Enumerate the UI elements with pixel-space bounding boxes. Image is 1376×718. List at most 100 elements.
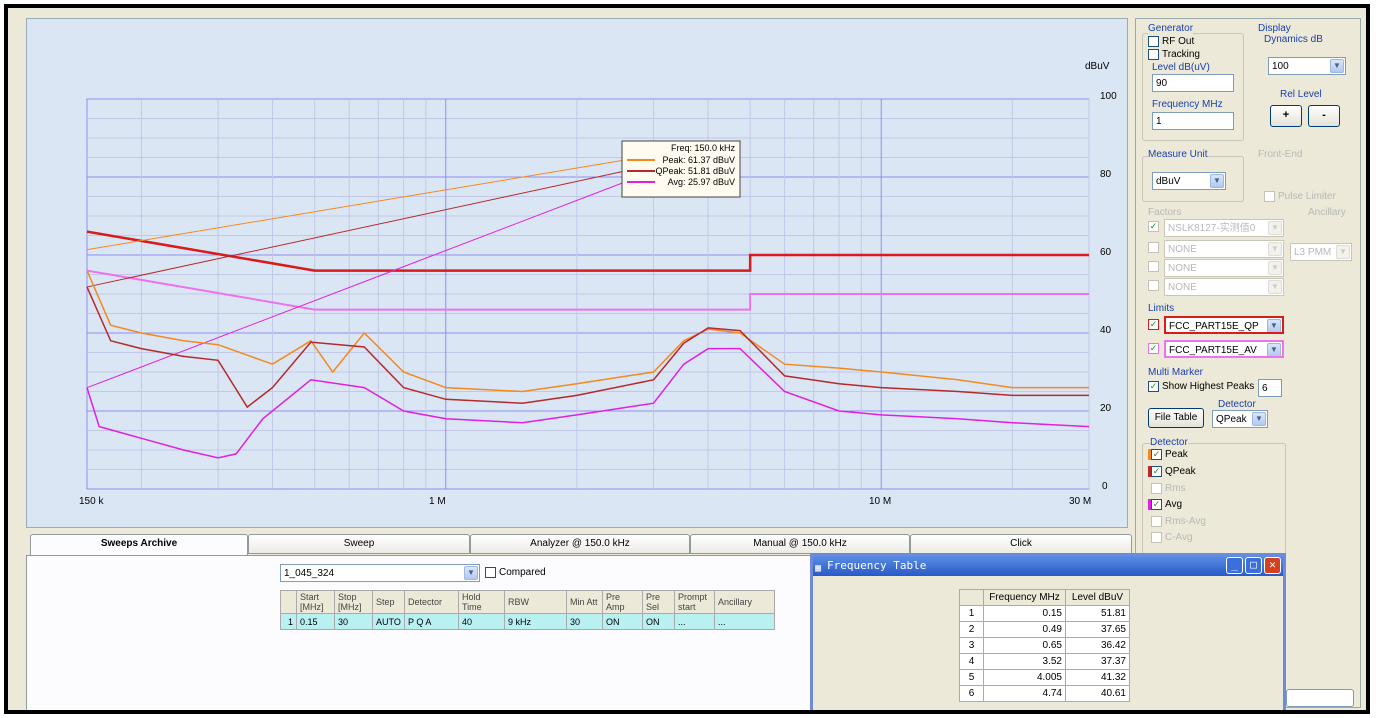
- detector-select[interactable]: QPeak ▼: [1212, 410, 1268, 428]
- generator-label: Generator: [1148, 23, 1194, 34]
- factor-2-select[interactable]: NONE ▼: [1164, 240, 1284, 258]
- chevron-down-icon: ▼: [1330, 59, 1344, 73]
- y-tick-80: 80: [1100, 169, 1112, 180]
- det-rms-checkbox[interactable]: Rms: [1151, 483, 1186, 494]
- bottom-tabs: Sweeps Archive Sweep Analyzer @ 150.0 kH…: [26, 534, 1134, 556]
- table-row[interactable]: 6 4.74 40.61: [959, 685, 1130, 702]
- trace-avg: [86, 347, 1090, 459]
- table-row[interactable]: 4 3.52 37.37: [959, 653, 1130, 670]
- chevron-down-icon: ▼: [464, 566, 478, 580]
- file-table-button[interactable]: File Table: [1148, 408, 1204, 428]
- table-row[interactable]: 1 0.15 51.81: [959, 605, 1130, 622]
- cursor-legend-box: Freq: 150.0 kHz Peak: 61.37 dBuV QPeak: …: [621, 140, 741, 198]
- factor-1-select[interactable]: NSLK8127-实测值0 ▼: [1164, 219, 1284, 237]
- factors-label: Factors: [1148, 207, 1182, 218]
- factor-2-checkbox[interactable]: [1148, 242, 1162, 253]
- sweep-table: Start [MHz] Stop [MHz] Step Detector Hol…: [280, 590, 775, 630]
- rel-level-label: Rel Level: [1280, 89, 1322, 100]
- tab-sweeps-archive[interactable]: Sweeps Archive: [30, 534, 248, 556]
- table-row[interactable]: 5 4.005 41.32: [959, 669, 1130, 686]
- legend-qpeak: QPeak: 51.81 dBuV: [655, 166, 735, 176]
- factor-4-checkbox[interactable]: [1148, 280, 1162, 291]
- trace-qpeak: [86, 286, 1089, 409]
- dynamics-label: Dynamics dB: [1264, 34, 1323, 45]
- status-field: [1286, 689, 1354, 707]
- frequency-input[interactable]: 1: [1152, 112, 1234, 130]
- ancillary-select[interactable]: L3 PMM ▼: [1290, 243, 1352, 261]
- chevron-down-icon: ▼: [1210, 174, 1224, 188]
- trace-peak: [86, 270, 1089, 393]
- legend-peak: Peak: 61.37 dBuV: [662, 155, 735, 165]
- limits-label: Limits: [1148, 303, 1175, 314]
- frequency-table-titlebar[interactable]: ▦ Frequency Table _ □ ✕: [813, 556, 1283, 576]
- tab-analyzer[interactable]: Analyzer @ 150.0 kHz: [470, 534, 690, 554]
- limit-av-checkbox[interactable]: ✓: [1148, 343, 1159, 354]
- det-cavg-checkbox[interactable]: C-Avg: [1151, 532, 1193, 543]
- limit-qp-checkbox[interactable]: ✓: [1148, 319, 1159, 330]
- pulse-limiter-checkbox[interactable]: Pulse Limiter: [1264, 191, 1336, 202]
- det-qpeak-checkbox[interactable]: ✓ QPeak: [1148, 466, 1196, 477]
- show-highest-peaks-checkbox[interactable]: ✓ Show Highest Peaks: [1148, 381, 1255, 393]
- table-row[interactable]: 1 0.15 30 AUTO P Q A 40 9 kHz 30 ON ON .…: [280, 613, 775, 630]
- table-row[interactable]: 3 0.65 36.42: [959, 637, 1130, 654]
- spectrum-plot[interactable]: dBuV 100 80 60 40 20 0 150 k 1 M 10 M 30…: [26, 18, 1128, 528]
- det-avg-checkbox[interactable]: ✓ Avg: [1148, 499, 1182, 510]
- limit-av-select[interactable]: FCC_PART15E_AV ▼: [1164, 340, 1284, 358]
- archive-file-select[interactable]: 1_045_324 ▼: [280, 564, 480, 582]
- level-input[interactable]: 90: [1152, 74, 1234, 92]
- legend-freq: Freq: 150.0 kHz: [671, 143, 736, 153]
- factor-3-select[interactable]: NONE ▼: [1164, 259, 1284, 277]
- front-end-label: Front-End: [1258, 149, 1303, 160]
- frequency-table: Frequency MHz Level dBuV 1 0.15 51.81 2 0.4…: [959, 589, 1130, 702]
- chevron-down-icon: ▼: [1268, 221, 1282, 235]
- y-tick-40: 40: [1100, 325, 1112, 336]
- peaks-count-input[interactable]: 6: [1258, 379, 1282, 397]
- frequency-table-title: Frequency Table: [827, 559, 927, 572]
- maximize-icon[interactable]: □: [1245, 557, 1262, 574]
- x-tick-1m: 1 M: [429, 496, 446, 507]
- rel-level-minus-button[interactable]: -: [1308, 105, 1340, 127]
- table-row[interactable]: 2 0.49 37.65: [959, 621, 1130, 638]
- chevron-down-icon: ▼: [1267, 319, 1281, 332]
- chevron-down-icon: ▼: [1268, 242, 1282, 256]
- limit-line-av: [86, 269, 1089, 311]
- tab-click[interactable]: Click: [910, 534, 1132, 554]
- chevron-down-icon: ▼: [1267, 343, 1281, 356]
- factor-4-select[interactable]: NONE ▼: [1164, 278, 1284, 296]
- chevron-down-icon: ▼: [1252, 412, 1266, 426]
- limit-qp-select[interactable]: FCC_PART15E_QP ▼: [1164, 316, 1284, 334]
- rel-level-plus-button[interactable]: +: [1270, 105, 1302, 127]
- compared-checkbox[interactable]: Compared: [485, 567, 546, 578]
- ancillary-label: Ancillary: [1308, 207, 1346, 218]
- close-icon[interactable]: ✕: [1264, 557, 1281, 574]
- det-rmsavg-checkbox[interactable]: Rms-Avg: [1151, 516, 1206, 527]
- factor-3-checkbox[interactable]: [1148, 261, 1162, 272]
- cursor-lines: [86, 159, 626, 389]
- cursor-line-qpeak: [86, 170, 626, 288]
- tracking-checkbox[interactable]: Tracking: [1148, 49, 1200, 60]
- measure-unit-select[interactable]: dBuV ▼: [1152, 172, 1226, 190]
- detector-label: Detector: [1150, 437, 1188, 448]
- cursor-line-peak: [86, 159, 626, 251]
- chevron-down-icon: ▼: [1268, 280, 1282, 294]
- multi-marker-label: Multi Marker: [1148, 367, 1204, 378]
- chevron-down-icon: ▼: [1268, 261, 1282, 275]
- minimize-icon[interactable]: _: [1226, 557, 1243, 574]
- rf-out-checkbox[interactable]: RF Out: [1148, 36, 1194, 47]
- factor-1-checkbox[interactable]: ✓: [1148, 221, 1159, 232]
- limit-lines: [86, 230, 1089, 311]
- x-tick-150k: 150 k: [79, 496, 104, 507]
- y-tick-0: 0: [1102, 481, 1108, 492]
- tab-manual[interactable]: Manual @ 150.0 kHz: [690, 534, 910, 554]
- measure-unit-label: Measure Unit: [1148, 149, 1208, 160]
- dynamics-select[interactable]: 100 ▼: [1268, 57, 1346, 75]
- y-tick-20: 20: [1100, 403, 1112, 414]
- frequency-label: Frequency MHz: [1152, 99, 1223, 110]
- display-label: Display: [1258, 23, 1291, 34]
- det-peak-checkbox[interactable]: ✓ Peak: [1148, 449, 1188, 460]
- limit-line-qp: [86, 230, 1089, 272]
- app-window: dBuV 100 80 60 40 20 0 150 k 1 M 10 M 30…: [4, 4, 1370, 714]
- detector-small-label: Detector: [1218, 399, 1256, 410]
- chevron-down-icon: ▼: [1336, 245, 1350, 259]
- tab-sweep[interactable]: Sweep: [248, 534, 470, 554]
